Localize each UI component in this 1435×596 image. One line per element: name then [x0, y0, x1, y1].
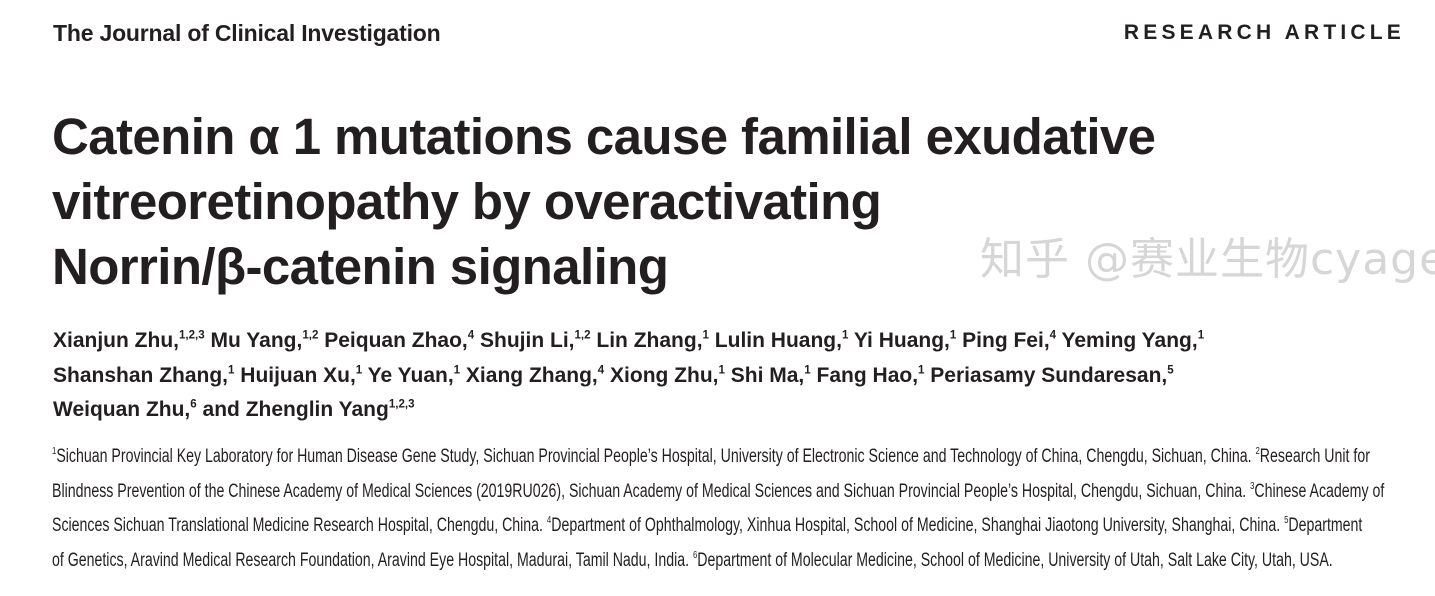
author-list: Xianjun Zhu,1,2,3 Mu Yang,1,2 Peiquan Zh…: [53, 324, 1204, 428]
author-affiliation-ref: 1,2: [574, 329, 591, 342]
journal-name: The Journal of Clinical Investigation: [53, 20, 441, 46]
author-name: Yi Huang,: [848, 329, 950, 352]
affiliation-number: 5: [1284, 515, 1289, 527]
affiliation-line: 1Sichuan Provincial Key Laboratory for H…: [52, 440, 1422, 475]
author-affiliation-ref: 1: [453, 363, 461, 376]
affiliation-text: Blindness Prevention of the Chinese Acad…: [52, 480, 1251, 502]
author-affiliation-ref: 1: [355, 363, 363, 376]
author-affiliation-ref: 4: [467, 329, 475, 342]
author-affiliation-ref: 1,2,3: [179, 329, 205, 342]
affiliations: 1Sichuan Provincial Key Laboratory for H…: [52, 440, 1422, 579]
author-name: Lin Zhang,: [590, 329, 703, 352]
affiliation-text: Research Unit for: [1259, 446, 1370, 467]
author-affiliation-ref: 1: [804, 363, 811, 376]
author-line: Shanshan Zhang,1 Huijuan Xu,1 Ye Yuan,1 …: [53, 359, 1204, 394]
author-name: Ping Fei,: [956, 329, 1050, 352]
author-affiliation-ref: 1: [718, 363, 725, 376]
affiliation-line: Blindness Prevention of the Chinese Acad…: [52, 475, 1422, 510]
watermark: 知乎 @赛业生物cyagen: [980, 234, 1435, 285]
affiliation-number: 2: [1255, 446, 1260, 458]
title-line: Norrin/β-catenin signaling: [52, 238, 669, 295]
author-affiliation-ref: 1: [949, 329, 957, 342]
author-name: Mu Yang,: [204, 329, 303, 352]
author-affiliation-ref: 1,2: [302, 329, 319, 342]
article-title: Catenin α 1 mutations cause familial exu…: [52, 104, 1156, 299]
author-name: Peiquan Zhao,: [318, 329, 468, 352]
author-name: Yeming Yang,: [1056, 329, 1198, 352]
author-name: Fang Hao,: [810, 363, 919, 387]
author-affiliation-ref: 4: [597, 363, 605, 376]
author-name: Shujin Li,: [474, 329, 575, 352]
affiliation-text: of Genetics, Aravind Medical Research Fo…: [52, 550, 693, 572]
author-affiliation-ref: 5: [1167, 363, 1174, 376]
affiliation-text: Department of Molecular Medicine, School…: [697, 550, 1333, 572]
affiliation-line: Sciences Sichuan Translational Medicine …: [52, 509, 1422, 544]
author-affiliation-ref: 1,2,3: [388, 398, 415, 411]
affiliation-text: Chinese Academy of: [1254, 480, 1385, 502]
author-affiliation-ref: 1: [841, 329, 849, 342]
article-type: RESEARCH ARTICLE: [1123, 21, 1405, 44]
author-affiliation-ref: 1: [1197, 329, 1205, 342]
affiliation-text: Department: [1288, 515, 1363, 537]
author-name: Lulin Huang,: [708, 329, 842, 352]
author-name: Weiquan Zhu,: [53, 398, 191, 421]
affiliation-text: Department of Ophthalmology, Xinhua Hosp…: [551, 515, 1285, 537]
author-line: Weiquan Zhu,6 and Zhenglin Yang1,2,3: [53, 393, 1204, 428]
author-name: Xiong Zhu,: [604, 363, 719, 387]
author-name: Shi Ma,: [724, 363, 805, 387]
author-affiliation-ref: 6: [190, 398, 197, 411]
author-name: Xianjun Zhu,: [53, 329, 179, 352]
affiliation-number: 1: [52, 446, 57, 458]
affiliation-number: 3: [1250, 480, 1255, 492]
author-name: Huijuan Xu,: [234, 363, 356, 387]
affiliation-text: Sichuan Provincial Key Laboratory for Hu…: [56, 446, 1256, 467]
author-line: Xianjun Zhu,1,2,3 Mu Yang,1,2 Peiquan Zh…: [53, 324, 1204, 359]
author-affiliation-ref: 4: [1049, 329, 1057, 342]
author-name: Shanshan Zhang,: [53, 363, 229, 387]
author-affiliation-ref: 1: [228, 363, 235, 376]
affiliation-number: 6: [692, 550, 698, 562]
affiliation-text: Sciences Sichuan Translational Medicine …: [52, 515, 547, 537]
author-name: Periasamy Sundaresan,: [924, 363, 1168, 387]
title-line: Catenin α 1 mutations cause familial exu…: [52, 108, 1156, 165]
author-affiliation-ref: 1: [918, 363, 925, 376]
title-line: vitreoretinopathy by overactivating: [52, 173, 882, 230]
author-name: Xiang Zhang,: [460, 363, 598, 387]
affiliation-line: of Genetics, Aravind Medical Research Fo…: [52, 544, 1422, 579]
affiliation-number: 4: [546, 515, 552, 527]
author-name: and Zhenglin Yang: [196, 398, 389, 421]
author-name: Ye Yuan,: [362, 363, 454, 387]
author-affiliation-ref: 1: [702, 329, 709, 342]
